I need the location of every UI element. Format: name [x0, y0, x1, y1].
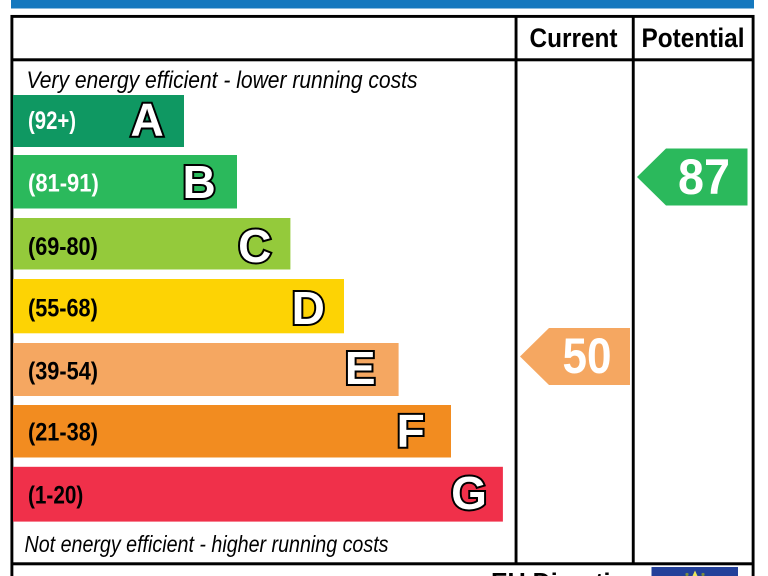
svg-text:A: A: [130, 94, 163, 146]
svg-text:EU Directive: EU Directive: [491, 569, 638, 576]
svg-text:C: C: [238, 220, 271, 272]
svg-text:Very energy efficient - lower: Very energy efficient - lower running co…: [27, 67, 418, 94]
svg-text:50: 50: [563, 328, 612, 384]
svg-text:(1-20): (1-20): [28, 482, 83, 510]
svg-text:(92+): (92+): [28, 107, 76, 135]
svg-text:(55-68): (55-68): [28, 295, 98, 323]
svg-text:Potential: Potential: [642, 23, 745, 53]
svg-text:D: D: [292, 282, 325, 334]
svg-text:87: 87: [678, 149, 730, 205]
svg-text:E: E: [345, 342, 376, 394]
svg-text:(69-80): (69-80): [28, 233, 98, 261]
svg-text:Not energy efficient - higher: Not energy efficient - higher running co…: [25, 531, 389, 557]
svg-text:G: G: [451, 467, 487, 519]
svg-text:(39-54): (39-54): [28, 358, 98, 386]
svg-text:F: F: [397, 404, 425, 456]
svg-text:(21-38): (21-38): [28, 419, 98, 447]
svg-text:(81-91): (81-91): [28, 170, 99, 198]
svg-text:B: B: [182, 156, 215, 208]
svg-text:Current: Current: [530, 23, 618, 53]
